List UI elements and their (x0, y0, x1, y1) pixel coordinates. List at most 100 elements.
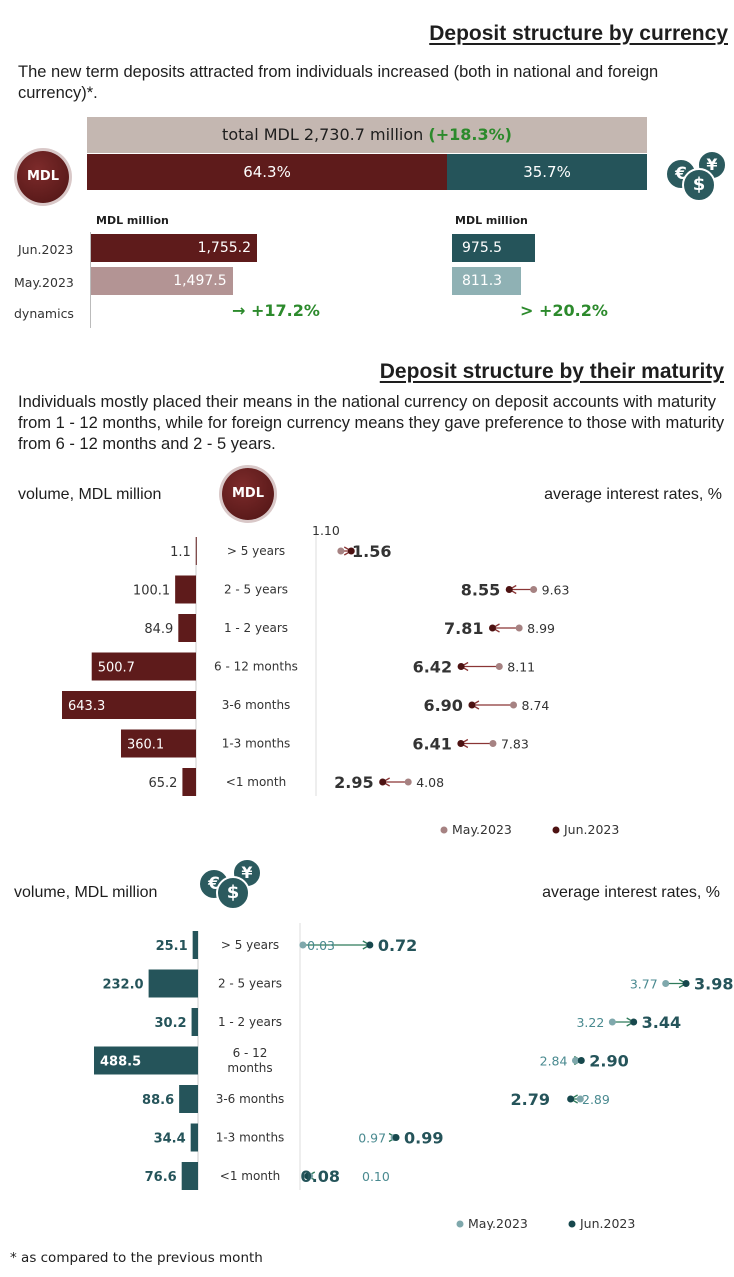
category-label: 3-6 months (222, 698, 291, 712)
rate-point-jun (379, 778, 387, 786)
rate-label-may: 8.99 (527, 621, 555, 636)
row-label-jun: Jun.2023 (18, 242, 74, 257)
category-label: > 5 years (227, 544, 285, 558)
volume-value-label: 643.3 (68, 699, 105, 714)
fx-jun-bar: 975.5 (452, 234, 535, 262)
rate-point-may (608, 1018, 616, 1026)
row-axis-line (90, 232, 91, 328)
category-label: 2 - 5 years (224, 583, 288, 597)
volume-bar (195, 537, 197, 565)
rate-label-jun: 0.08 (301, 1167, 340, 1186)
maturity-section-title: Deposit structure by their maturity (379, 360, 724, 383)
mdl-dynamics: → +17.2% (232, 301, 320, 320)
rate-point-may (662, 980, 670, 987)
rate-label-jun: 3.98 (694, 975, 733, 994)
volume-value-label: 25.1 (156, 939, 188, 954)
volume-value-label: 1.1 (170, 545, 191, 560)
rate-label-may: 2.84 (540, 1054, 568, 1069)
category-label: 6 - 12 months (214, 660, 298, 674)
volume-bar (192, 931, 198, 959)
volume-value-label: 30.2 (154, 1016, 186, 1031)
volume-bar (91, 652, 196, 681)
mdl-share-segment: 64.3% (87, 154, 448, 190)
rate-point-may (530, 586, 538, 593)
volume-value-label: 76.6 (145, 1170, 177, 1185)
volume-bar (120, 729, 196, 758)
rate-label-may: 4.08 (416, 775, 444, 790)
fx-rates-label: average interest rates, % (542, 884, 720, 901)
rate-point-may (489, 740, 497, 747)
rate-label-may: 3.77 (630, 977, 658, 992)
rate-label-may: 7.83 (501, 737, 529, 752)
rate-label-jun: 2.79 (511, 1090, 550, 1109)
rate-point-jun (468, 701, 476, 709)
volume-bar (148, 969, 198, 998)
rate-label-jun: 6.90 (423, 696, 462, 715)
foreign-currency-icon-2: € ¥ $ (198, 858, 266, 910)
rate-point-may (576, 1095, 584, 1103)
row-label-may: May.2023 (14, 275, 74, 290)
category-label: 1-3 months (216, 1131, 285, 1145)
rate-label-may: 9.63 (542, 583, 570, 598)
mdl-unit-label: MDL million (96, 214, 169, 227)
rate-point-may (571, 1057, 579, 1064)
category-label: 2 - 5 years (218, 977, 282, 991)
rate-point-may (495, 663, 503, 670)
volume-bar (191, 1008, 198, 1036)
volume-value-label: 360.1 (127, 738, 164, 753)
volume-value-label: 88.6 (142, 1093, 174, 1108)
fx-volume-label: volume, MDL million (14, 884, 158, 901)
rate-point-may (404, 778, 412, 786)
rate-label-jun: 8.55 (461, 581, 500, 600)
rate-label-may: 0.10 (362, 1169, 390, 1184)
rate-point-jun (392, 1134, 400, 1141)
rate-point-jun (577, 1057, 585, 1064)
rate-label-jun: 2.95 (334, 773, 373, 792)
rate-point-jun (457, 663, 465, 670)
total-label: total MDL 2,730.7 million (222, 125, 424, 144)
fx-share-segment: 35.7% (447, 154, 647, 190)
fx-maturity-chart: 25.1 > 5 years 0.72 0.03 232.0 2 - 5 years 3.9… (94, 923, 734, 1230)
volume-bar (62, 691, 196, 719)
rate-label-jun: 7.81 (444, 619, 483, 638)
category-label: > 5 years (221, 938, 279, 952)
foreign-currency-icon: € ¥ $ (665, 150, 729, 202)
category-label: <1 month (220, 1169, 280, 1183)
volume-value-label: 84.9 (144, 622, 173, 637)
total-bar: total MDL 2,730.7 million (+18.3%) (87, 117, 647, 153)
volume-bar (178, 614, 196, 642)
rate-point-jun (505, 586, 513, 593)
volume-bar (181, 1162, 198, 1190)
footnote: * as compared to the previous month (10, 1250, 263, 1266)
category-label: 6 - 12 (233, 1046, 268, 1060)
category-label: 1 - 2 years (224, 621, 288, 635)
mdl-may-bar: 1,497.5 (91, 267, 233, 295)
rate-label-jun: 6.42 (413, 658, 452, 677)
volume-value-label: 232.0 (102, 978, 143, 993)
volume-bar (182, 768, 196, 796)
rate-label-may: 3.22 (576, 1015, 604, 1030)
category-label: 1-3 months (222, 737, 291, 751)
legend-may-label: May.2023 (452, 822, 512, 837)
legend-jun-marker (568, 1220, 576, 1228)
rate-label-may: 0.03 (307, 938, 335, 953)
mdl-maturity-chart: 1.1 > 5 years 1.56 1.10 100.1 2 - 5 years 8.55… (62, 523, 619, 837)
legend-jun-label: Jun.2023 (563, 822, 619, 837)
legend-may-marker (440, 826, 448, 834)
volume-value-label: 488.5 (100, 1055, 141, 1070)
rate-point-jun (682, 980, 690, 987)
currency-section-title: Deposit structure by currency (429, 22, 728, 45)
rate-label-may: 8.74 (522, 698, 550, 713)
volume-value-label: 34.4 (154, 1132, 186, 1147)
volume-bar (179, 1085, 198, 1113)
rate-point-jun (567, 1095, 575, 1103)
rate-label-jun: 3.44 (642, 1013, 681, 1032)
rate-label-jun: 0.72 (378, 936, 417, 955)
chevron-right-icon: > (520, 301, 534, 320)
rate-label-may: 8.11 (507, 660, 535, 675)
mdl-volume-label: volume, MDL million (18, 486, 162, 503)
volume-bar (94, 1046, 198, 1075)
volume-value-label: 500.7 (98, 661, 135, 676)
rate-point-jun (304, 1172, 312, 1180)
category-label: <1 month (226, 775, 286, 789)
